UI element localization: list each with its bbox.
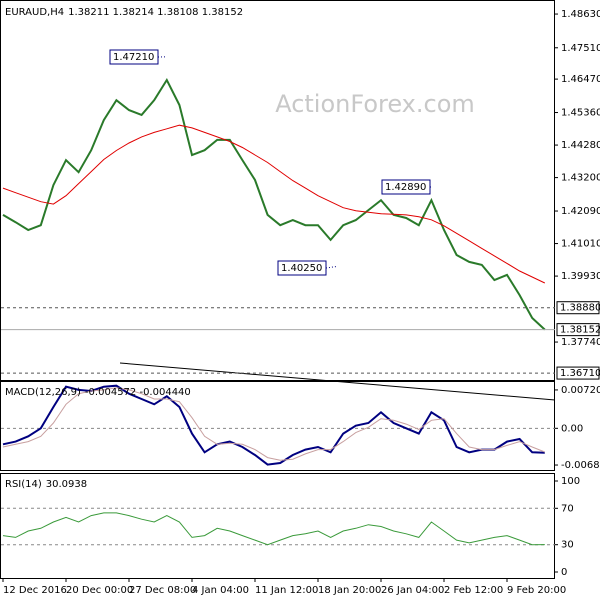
x-tick-label: 2 Feb 12:00 [444, 585, 503, 596]
x-tick-label: 4 Jan 04:00 [192, 585, 249, 596]
y-tick-label: 1.47510 [561, 43, 600, 54]
series-line [2, 77, 546, 331]
panel-values: 1.38211 1.38214 1.38108 1.38152 [68, 7, 243, 18]
series-line [2, 384, 545, 466]
annotation-box [109, 49, 159, 65]
series-line [2, 124, 546, 284]
annotation-label: 1.40250 [281, 263, 322, 274]
panel-title: MACD(12,26,9) [5, 387, 81, 398]
watermark: ActionForex.com [275, 90, 475, 118]
annotation-box [277, 260, 327, 276]
panel-title: RSI(14) [5, 479, 42, 490]
y-tick-label: 70 [561, 503, 574, 514]
last-price-label-box [556, 323, 600, 337]
macd-panel [0, 381, 555, 471]
annotation-label: 1.42890 [385, 182, 426, 193]
y-tick-label: 1.48630 [561, 9, 600, 20]
y-tick-label: 30 [561, 540, 574, 551]
level-label: 1.38880 [560, 303, 600, 314]
y-tick-label: 1.46470 [561, 74, 600, 85]
y-tick-label: 1.39930 [561, 271, 600, 282]
y-tick-label: 100 [561, 476, 580, 487]
y-tick-label: 1.37740 [561, 337, 600, 348]
x-tick-label: 26 Jan 04:00 [381, 585, 444, 596]
y-tick-label: 1.42090 [561, 206, 600, 217]
x-tick-label: 18 Jan 20:00 [318, 585, 381, 596]
level-label-box [556, 301, 600, 315]
y-tick-label: 0 [561, 567, 567, 578]
annotation-box [381, 179, 431, 195]
y-tick-label: 0.00 [561, 423, 583, 434]
panel-title: EURAUD,H4 [5, 7, 64, 18]
price-panel [0, 0, 555, 381]
x-tick-label: 27 Dec 08:00 [129, 585, 196, 596]
rsi-panel [0, 473, 555, 579]
x-tick-label: 12 Dec 2016 [3, 585, 67, 596]
panel-values: 30.0938 [46, 479, 87, 490]
panel-values: -0.004572 -0.004440 [85, 387, 191, 398]
y-tick-label: 0.007201 [561, 385, 600, 396]
y-tick-label: 1.45360 [561, 108, 600, 119]
level-label: 1.36710 [560, 368, 600, 379]
annotation-leader [325, 265, 337, 269]
y-tick-label: 1.41010 [561, 239, 600, 250]
x-tick-label: 9 Feb 20:00 [507, 585, 566, 596]
annotation-label: 1.47210 [113, 52, 154, 63]
y-tick-label: 1.44280 [561, 140, 600, 151]
y-tick-label: 1.43200 [561, 173, 600, 184]
y-tick-label: -0.006888 [561, 460, 600, 471]
x-tick-label: 11 Jan 12:00 [255, 585, 318, 596]
trend-line [119, 362, 556, 401]
series-line [2, 512, 545, 546]
level-label-box [556, 366, 600, 380]
series-line [2, 387, 545, 461]
x-tick-label: 20 Dec 00:00 [66, 585, 133, 596]
last-price-label: 1.38152 [560, 325, 600, 336]
